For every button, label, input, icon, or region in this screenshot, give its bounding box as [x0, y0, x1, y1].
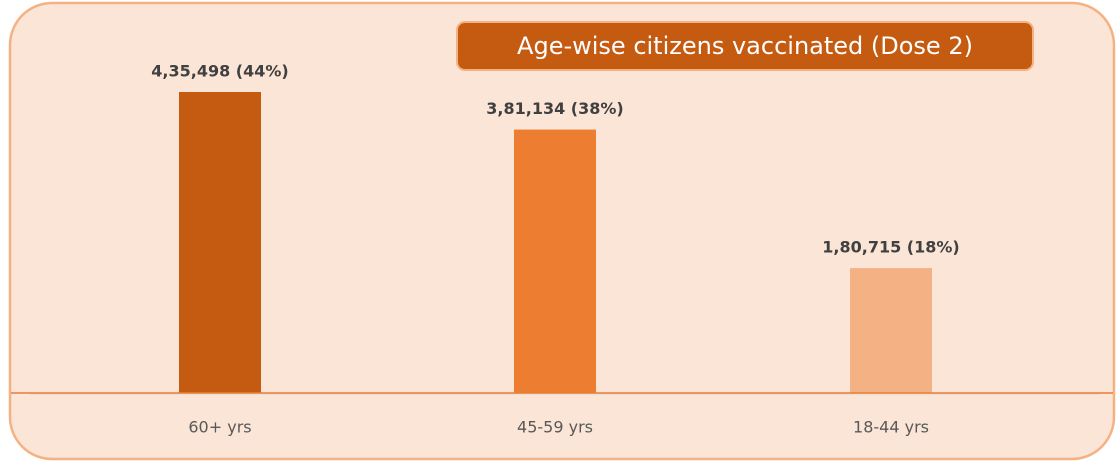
value-label: 4,35,498 (44%) [151, 62, 288, 81]
bar [179, 92, 261, 393]
x-tick-label: 60+ yrs [188, 418, 251, 437]
value-label: 1,80,715 (18%) [822, 238, 959, 257]
chart-title: Age-wise citizens vaccinated (Dose 2) [517, 32, 973, 60]
value-label: 3,81,134 (38%) [486, 99, 623, 118]
title-box [456, 21, 1034, 71]
bar [514, 129, 596, 393]
x-tick-label: 18-44 yrs [853, 418, 929, 437]
bar [850, 268, 932, 393]
x-tick-label: 45-59 yrs [517, 418, 593, 437]
